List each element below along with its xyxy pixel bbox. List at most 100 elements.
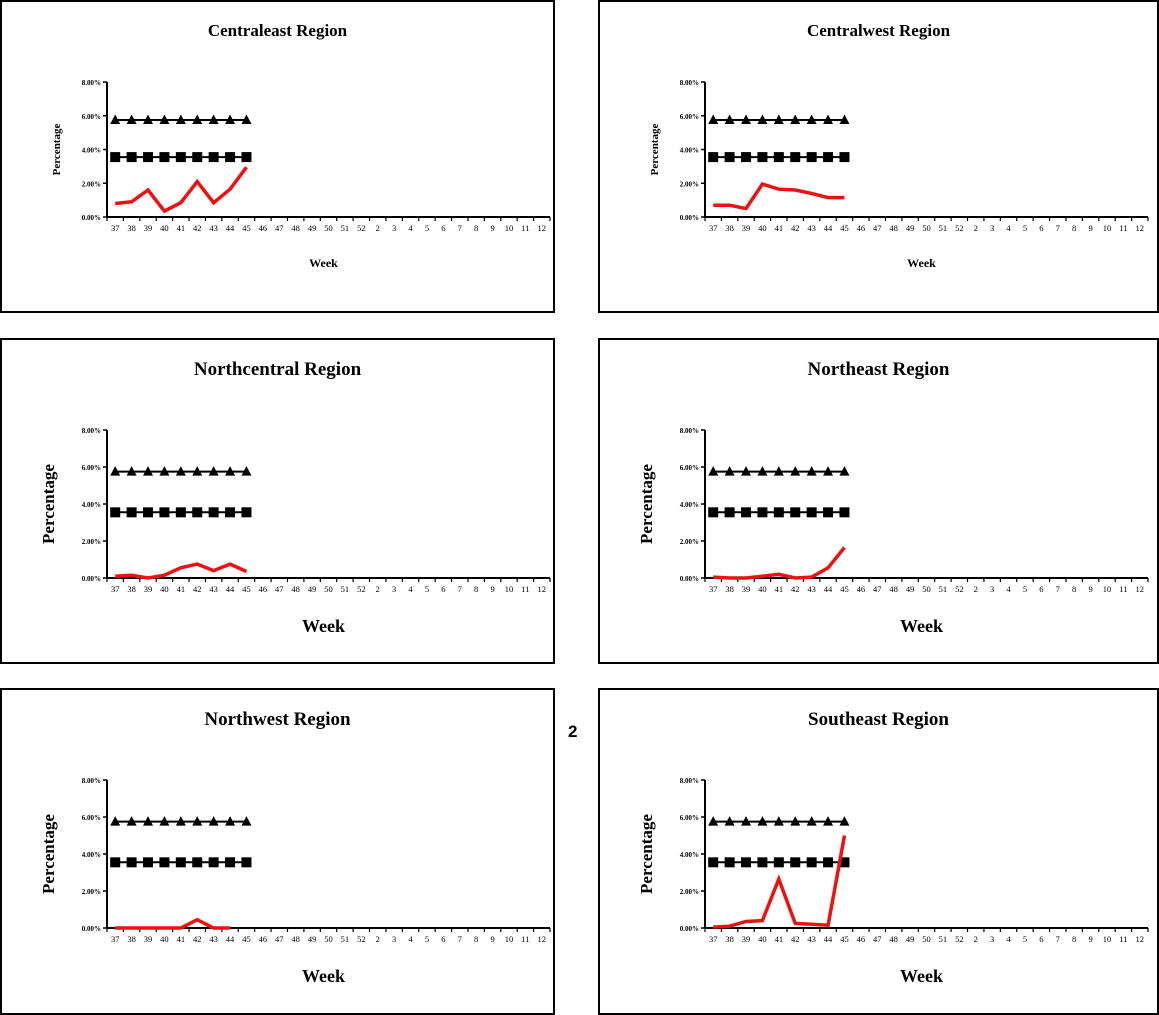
- triangle-marker: [241, 114, 252, 124]
- x-tick-label: 47: [275, 584, 284, 594]
- x-tick-label: 39: [742, 584, 751, 594]
- x-tick-label: 48: [291, 584, 300, 594]
- x-tick-label: 51: [341, 934, 350, 944]
- square-marker: [806, 152, 817, 163]
- triangle-marker: [175, 466, 186, 476]
- triangle-marker: [806, 816, 817, 826]
- x-tick-label: 5: [425, 584, 429, 594]
- x-tick-label: 47: [873, 223, 882, 233]
- square-marker: [773, 857, 784, 868]
- square-marker: [143, 152, 154, 163]
- x-tick-label: 52: [357, 223, 366, 233]
- triangle-marker: [724, 114, 735, 124]
- y-axis-label: Percentage: [39, 464, 58, 544]
- triangle-marker: [757, 466, 768, 476]
- x-tick-label: 37: [709, 223, 718, 233]
- triangle-marker: [225, 466, 236, 476]
- square-marker: [724, 152, 735, 163]
- square-marker: [823, 152, 834, 163]
- square-marker: [790, 857, 801, 868]
- chart-title: Centralwest Region: [807, 21, 951, 40]
- x-tick-label: 44: [824, 934, 833, 944]
- x-tick-label: 38: [127, 223, 136, 233]
- triangle-marker: [757, 816, 768, 826]
- y-tick-label: 6.00%: [82, 113, 101, 121]
- x-tick-label: 44: [824, 584, 833, 594]
- chart-svg: Northeast Region 0.00% 2.00% 4.00% 6.00% 8.00…: [637, 359, 1149, 636]
- square-marker: [208, 152, 219, 163]
- square-marker: [708, 857, 719, 868]
- x-tick-label: 51: [341, 584, 350, 594]
- triangle-marker: [839, 466, 850, 476]
- x-tick-label: 6: [1039, 584, 1043, 594]
- page-number: 2: [568, 722, 578, 741]
- x-tick-label: 12: [1136, 584, 1145, 594]
- x-tick-label: 42: [791, 223, 800, 233]
- x-tick-label: 39: [144, 934, 153, 944]
- x-tick-label: 51: [939, 584, 948, 594]
- chart-svg: Centralwest Region 0.00% 2.00% 4.00% 6.00% 8.…: [649, 21, 1149, 270]
- x-tick-label: 7: [1056, 223, 1060, 233]
- triangle-marker: [192, 114, 203, 124]
- x-tick-label: 49: [906, 584, 915, 594]
- square-marker: [790, 507, 801, 518]
- y-tick-label: 6.00%: [680, 113, 699, 121]
- x-tick-label: 40: [160, 584, 169, 594]
- x-tick-label: 8: [1072, 223, 1076, 233]
- x-tick-label: 42: [791, 934, 800, 944]
- y-tick-label: 2.00%: [680, 888, 699, 896]
- square-marker: [110, 857, 121, 868]
- x-tick-label: 4: [408, 223, 413, 233]
- triangle-marker: [741, 114, 752, 124]
- x-tick-label: 3: [392, 223, 396, 233]
- x-tick-label: 3: [990, 223, 994, 233]
- square-marker: [208, 507, 219, 518]
- y-tick-label: 0.00%: [82, 575, 101, 583]
- x-tick-label: 5: [425, 934, 429, 944]
- triangle-marker: [839, 816, 850, 826]
- y-axis-label: Percentage: [51, 124, 63, 176]
- x-tick-label: 52: [955, 934, 964, 944]
- square-marker: [757, 507, 768, 518]
- x-tick-label: 52: [955, 584, 964, 594]
- x-tick-label: 43: [807, 223, 816, 233]
- triangle-marker: [773, 114, 784, 124]
- x-tick-label: 40: [758, 223, 767, 233]
- square-marker: [806, 507, 817, 518]
- y-tick-label: 8.00%: [82, 777, 101, 785]
- x-tick-label: 11: [521, 934, 529, 944]
- triangle-marker: [208, 466, 219, 476]
- x-tick-label: 8: [474, 934, 478, 944]
- square-marker: [175, 857, 186, 868]
- square-marker: [757, 152, 768, 163]
- x-tick-label: 4: [1006, 934, 1011, 944]
- chart-panel-northeast-region: Northeast Region 0.00% 2.00% 4.00% 6.00% 8.00…: [598, 338, 1159, 664]
- series-line-observed: [115, 917, 231, 930]
- square-marker: [225, 507, 236, 518]
- triangle-marker: [143, 114, 154, 124]
- x-tick-label: 45: [840, 934, 849, 944]
- x-tick-label: 38: [725, 934, 734, 944]
- triangle-marker: [225, 816, 236, 826]
- square-marker: [192, 507, 203, 518]
- x-tick-label: 51: [939, 934, 948, 944]
- triangle-marker: [126, 114, 137, 124]
- triangle-marker: [159, 816, 170, 826]
- x-tick-label: 46: [259, 223, 268, 233]
- chart-title: Southeast Region: [808, 709, 949, 730]
- y-tick-label: 2.00%: [82, 180, 101, 188]
- x-tick-label: 12: [1136, 223, 1145, 233]
- chart-title: Northeast Region: [808, 359, 950, 380]
- x-tick-label: 45: [840, 584, 849, 594]
- triangle-marker: [110, 114, 121, 124]
- y-tick-label: 0.00%: [680, 925, 699, 933]
- triangle-marker: [724, 816, 735, 826]
- square-marker: [806, 857, 817, 868]
- y-tick-label: 4.00%: [680, 851, 699, 859]
- x-tick-label: 52: [357, 934, 366, 944]
- x-tick-label: 7: [458, 934, 462, 944]
- x-axis-label: Week: [900, 616, 943, 636]
- square-marker: [192, 857, 203, 868]
- y-tick-label: 2.00%: [680, 538, 699, 546]
- x-tick-label: 12: [538, 934, 547, 944]
